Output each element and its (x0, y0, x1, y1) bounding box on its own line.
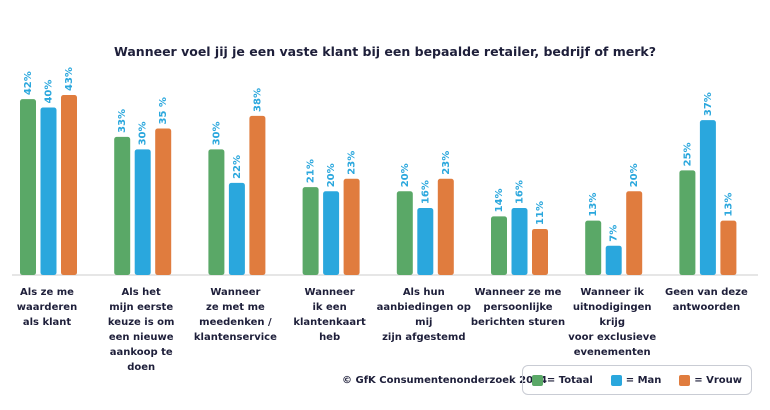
value-label-vrouw-2: 35 % (158, 97, 169, 124)
legend-swatch-vrouw (679, 375, 690, 386)
category-label-line: zijn afgestemd (372, 330, 476, 345)
category-label-line: uitnodigingen krijg (560, 300, 664, 330)
category-label-2: Als het mijn eerste keuze is om een nieuwe a… (89, 285, 193, 375)
bar-man-2 (135, 149, 151, 275)
value-label-vrouw-5: 23% (441, 151, 452, 175)
value-label-man-1: 40% (44, 80, 55, 104)
category-label-line: meedenken / (183, 315, 287, 330)
value-label-vrouw-4: 23% (347, 151, 358, 175)
category-label-line: Wanneer (183, 285, 287, 300)
bar-vrouw-3 (249, 116, 265, 275)
category-label-3: Wanneer ze met me meedenken / klantenservic… (183, 285, 287, 345)
bar-man-7 (606, 246, 622, 275)
bar-totaal-2 (114, 137, 130, 275)
bar-man-5 (417, 208, 433, 275)
category-label-line: berichten sturen (466, 315, 570, 330)
category-label-line: persoonlijke (466, 300, 570, 315)
value-label-totaal-6: 14% (494, 188, 505, 212)
bar-vrouw-6 (532, 229, 548, 275)
bar-vrouw-7 (626, 191, 642, 275)
bar-totaal-6 (491, 216, 507, 275)
value-label-totaal-3: 30% (211, 121, 222, 145)
bar-totaal-5 (397, 191, 413, 275)
legend-label-man: = Man (626, 375, 662, 386)
legend: = Totaal = Man = Vrouw (522, 365, 752, 395)
value-label-vrouw-7: 20% (629, 163, 640, 187)
value-label-vrouw-1: 43% (64, 67, 75, 91)
value-label-man-3: 22% (232, 155, 243, 179)
bar-vrouw-8 (720, 221, 736, 275)
category-label-5: Als hun aanbiedingen op mij zijn afgestemd (372, 285, 476, 345)
value-label-vrouw-6: 11% (535, 201, 546, 225)
category-label-line: ze met me (183, 300, 287, 315)
category-label-line: evenementen (560, 345, 664, 360)
legend-item-totaal: = Totaal (532, 375, 593, 386)
value-label-man-4: 20% (326, 163, 337, 187)
footer-copyright: © GfK Consumentenonderzoek 2024 (342, 375, 547, 386)
category-label-6: Wanneer ze me persoonlijke berichten sture… (466, 285, 570, 330)
bar-man-1 (41, 108, 57, 275)
value-label-totaal-7: 13% (588, 193, 599, 217)
bar-man-3 (229, 183, 245, 275)
value-label-totaal-2: 33% (117, 109, 128, 133)
bar-vrouw-1 (61, 95, 77, 275)
category-label-line: Als ze me (0, 285, 99, 300)
bar-man-6 (512, 208, 528, 275)
category-label-line: Wanneer ik (560, 285, 664, 300)
value-label-vrouw-8: 13% (723, 193, 734, 217)
category-label-7: Wanneer ik uitnodigingen krijg voor exclus… (560, 285, 664, 360)
category-label-line: Wanneer ze me (466, 285, 570, 300)
value-label-man-5: 16% (420, 180, 431, 204)
legend-swatch-totaal (532, 375, 543, 386)
bar-vrouw-2 (155, 128, 171, 275)
category-label-line: doen (89, 360, 193, 375)
value-label-man-6: 16% (515, 180, 526, 204)
category-label-1: Als ze me waarderen als klant (0, 285, 99, 330)
category-label-line: heb (278, 330, 382, 345)
value-label-man-7: 7% (609, 225, 620, 242)
category-label-line: Geen van deze (654, 285, 758, 300)
bar-totaal-3 (208, 149, 224, 275)
legend-swatch-man (611, 375, 622, 386)
bar-totaal-7 (585, 221, 601, 275)
value-label-vrouw-3: 38% (252, 88, 263, 112)
category-label-line: Wanneer (278, 285, 382, 300)
bar-totaal-8 (679, 170, 695, 275)
category-label-line: keuze is om (89, 315, 193, 330)
category-label-line: aanbiedingen op mij (372, 300, 476, 330)
category-label-line: een nieuwe (89, 330, 193, 345)
category-label-line: als klant (0, 315, 99, 330)
category-label-line: mijn eerste (89, 300, 193, 315)
category-label-line: voor exclusieve (560, 330, 664, 345)
category-label-8: Geen van deze antwoorden (654, 285, 758, 315)
category-label-line: antwoorden (654, 300, 758, 315)
category-label-4: Wanneer ik een klantenkaart heb (278, 285, 382, 345)
value-label-totaal-1: 42% (23, 71, 34, 95)
bar-man-8 (700, 120, 716, 275)
bar-man-4 (323, 191, 339, 275)
category-label-line: ik een (278, 300, 382, 315)
value-label-man-2: 30% (138, 121, 149, 145)
category-label-line: aankoop te (89, 345, 193, 360)
category-label-line: klantenkaart (278, 315, 382, 330)
category-label-line: Als het (89, 285, 193, 300)
bar-vrouw-4 (344, 179, 360, 275)
legend-label-totaal: = Totaal (547, 375, 593, 386)
value-label-totaal-4: 21% (306, 159, 317, 183)
category-label-line: waarderen (0, 300, 99, 315)
legend-item-man: = Man (611, 375, 662, 386)
legend-label-vrouw: = Vrouw (694, 375, 742, 386)
category-label-line: Als hun (372, 285, 476, 300)
value-label-totaal-5: 20% (400, 163, 411, 187)
value-label-man-8: 37% (703, 92, 714, 116)
value-label-totaal-8: 25% (682, 142, 693, 166)
bar-vrouw-5 (438, 179, 454, 275)
bar-totaal-4 (303, 187, 319, 275)
bar-totaal-1 (20, 99, 36, 275)
legend-item-vrouw: = Vrouw (679, 375, 742, 386)
category-label-line: klantenservice (183, 330, 287, 345)
